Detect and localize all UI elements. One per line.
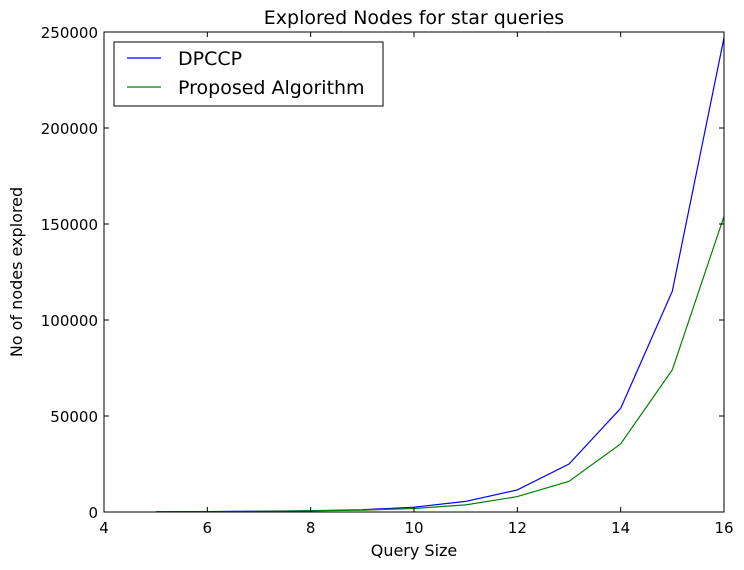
y-tick-label: 250000 <box>41 24 98 42</box>
x-tick-label: 10 <box>404 519 423 537</box>
x-tick-label: 16 <box>714 519 733 537</box>
series-layer <box>155 37 725 513</box>
y-tick-label: 0 <box>88 504 98 522</box>
x-axis-label: Query Size <box>371 541 458 560</box>
legend: DPCCP Proposed Algorithm <box>113 41 384 107</box>
legend-label-proposed-algorithm: Proposed Algorithm <box>178 77 365 99</box>
y-axis-label: No of nodes explored <box>7 187 26 357</box>
y-tick-label: 50000 <box>50 408 98 426</box>
series-line-dpccp <box>155 37 725 513</box>
x-tick-label: 12 <box>508 519 527 537</box>
x-tick-label: 14 <box>611 519 630 537</box>
y-tick-label: 200000 <box>41 120 98 138</box>
x-tick-label: 4 <box>99 519 109 537</box>
series-line-proposed-algorithm <box>155 216 725 513</box>
legend-label-dpccp: DPCCP <box>178 48 242 70</box>
x-tick-label: 6 <box>203 519 213 537</box>
y-tick-label: 100000 <box>41 312 98 330</box>
chart-title: Explored Nodes for star queries <box>264 7 564 29</box>
axis-ticks: 4 6 8 10 12 14 16 0 50000 100000 150000 200000 25000… <box>41 24 734 537</box>
x-tick-label: 8 <box>306 519 316 537</box>
legend-box <box>113 41 384 107</box>
y-tick-label: 150000 <box>41 216 98 234</box>
